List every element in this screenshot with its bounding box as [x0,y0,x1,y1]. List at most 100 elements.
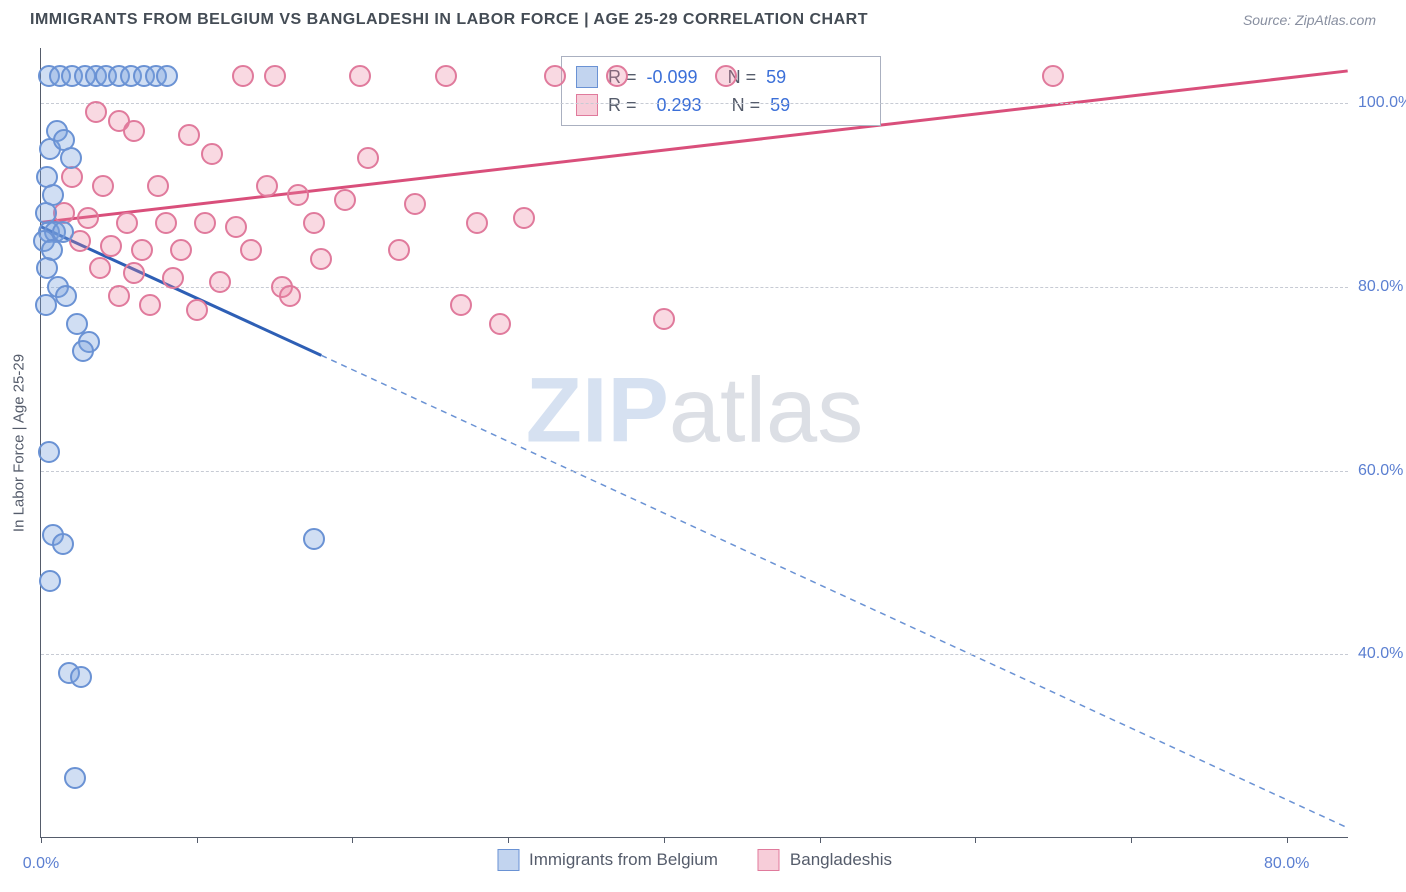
data-point-bangladeshi [170,239,192,261]
data-point-bangladeshi [489,313,511,335]
data-point-bangladeshi [225,216,247,238]
x-tick [975,837,976,843]
bottom-legend: Immigrants from Belgium Bangladeshis [497,849,892,871]
x-tick [1131,837,1132,843]
x-tick [820,837,821,843]
legend-swatch-pink [576,94,598,116]
data-point-bangladeshi [123,120,145,142]
legend-swatch-blue [576,66,598,88]
gridline-h [41,103,1348,104]
r-value-belgium: -0.099 [647,63,698,91]
data-point-bangladeshi [349,65,371,87]
data-point-bangladeshi [162,267,184,289]
scatter-plot-area: In Labor Force | Age 25-29 ZIPatlas R = … [40,48,1348,838]
data-point-belgium [52,533,74,555]
x-tick [352,837,353,843]
data-point-belgium [72,340,94,362]
data-point-bangladeshi [544,65,566,87]
stats-row-bangladeshi: R = 0.293 N = 59 [576,91,866,119]
trend-lines-svg [41,48,1348,837]
legend-label-bangladeshi: Bangladeshis [790,850,892,870]
header-bar: IMMIGRANTS FROM BELGIUM VS BANGLADESHI I… [0,0,1406,40]
n-value-bangladeshi: 59 [770,91,790,119]
data-point-bangladeshi [303,212,325,234]
chart-title: IMMIGRANTS FROM BELGIUM VS BANGLADESHI I… [30,11,868,29]
data-point-bangladeshi [194,212,216,234]
data-point-bangladeshi [201,143,223,165]
legend-item-bangladeshi: Bangladeshis [758,849,892,871]
data-point-bangladeshi [89,257,111,279]
data-point-belgium [55,285,77,307]
watermark-part2: atlas [669,359,863,461]
gridline-h [41,471,1348,472]
x-tick [41,837,42,843]
y-tick-label: 80.0% [1358,278,1406,296]
data-point-bangladeshi [715,65,737,87]
data-point-bangladeshi [85,101,107,123]
data-point-bangladeshi [147,175,169,197]
gridline-h [41,654,1348,655]
data-point-bangladeshi [209,271,231,293]
legend-item-belgium: Immigrants from Belgium [497,849,718,871]
source-attribution: Source: ZipAtlas.com [1243,12,1376,28]
data-point-belgium [64,767,86,789]
data-point-bangladeshi [606,65,628,87]
y-tick-label: 40.0% [1358,645,1406,663]
r-value-bangladeshi: 0.293 [647,91,702,119]
data-point-bangladeshi [116,212,138,234]
data-point-bangladeshi [334,189,356,211]
data-point-bangladeshi [450,294,472,316]
x-tick [197,837,198,843]
data-point-belgium [70,666,92,688]
data-point-bangladeshi [92,175,114,197]
y-tick-label: 60.0% [1358,462,1406,480]
data-point-bangladeshi [186,299,208,321]
trend-line-dashed [321,355,1347,827]
data-point-bangladeshi [232,65,254,87]
watermark-part1: ZIP [526,359,669,461]
legend-swatch-pink [758,849,780,871]
data-point-bangladeshi [123,262,145,284]
legend-swatch-blue [497,849,519,871]
data-point-bangladeshi [466,212,488,234]
source-value: ZipAtlas.com [1295,12,1376,28]
data-point-belgium [38,441,60,463]
n-value-belgium: 59 [766,63,786,91]
data-point-bangladeshi [178,124,200,146]
data-point-bangladeshi [310,248,332,270]
data-point-bangladeshi [108,285,130,307]
data-point-bangladeshi [256,175,278,197]
data-point-belgium [60,147,82,169]
data-point-bangladeshi [279,285,301,307]
data-point-bangladeshi [1042,65,1064,87]
watermark: ZIPatlas [526,358,863,463]
data-point-bangladeshi [131,239,153,261]
data-point-bangladeshi [357,147,379,169]
x-tick [664,837,665,843]
x-tick [508,837,509,843]
data-point-bangladeshi [77,207,99,229]
data-point-bangladeshi [435,65,457,87]
legend-label-belgium: Immigrants from Belgium [529,850,718,870]
data-point-belgium [303,528,325,550]
data-point-bangladeshi [264,65,286,87]
y-tick-label: 100.0% [1358,94,1406,112]
data-point-bangladeshi [287,184,309,206]
source-label: Source: [1243,12,1295,28]
data-point-bangladeshi [404,193,426,215]
data-point-bangladeshi [139,294,161,316]
n-label: N = [732,91,761,119]
gridline-h [41,287,1348,288]
r-label: R = [608,91,637,119]
data-point-bangladeshi [513,207,535,229]
x-tick-label: 80.0% [1264,855,1309,873]
data-point-bangladeshi [240,239,262,261]
data-point-bangladeshi [388,239,410,261]
data-point-bangladeshi [653,308,675,330]
data-point-belgium [156,65,178,87]
x-tick [1287,837,1288,843]
data-point-bangladeshi [155,212,177,234]
data-point-bangladeshi [100,235,122,257]
data-point-belgium [35,294,57,316]
x-tick-label: 0.0% [23,855,59,873]
